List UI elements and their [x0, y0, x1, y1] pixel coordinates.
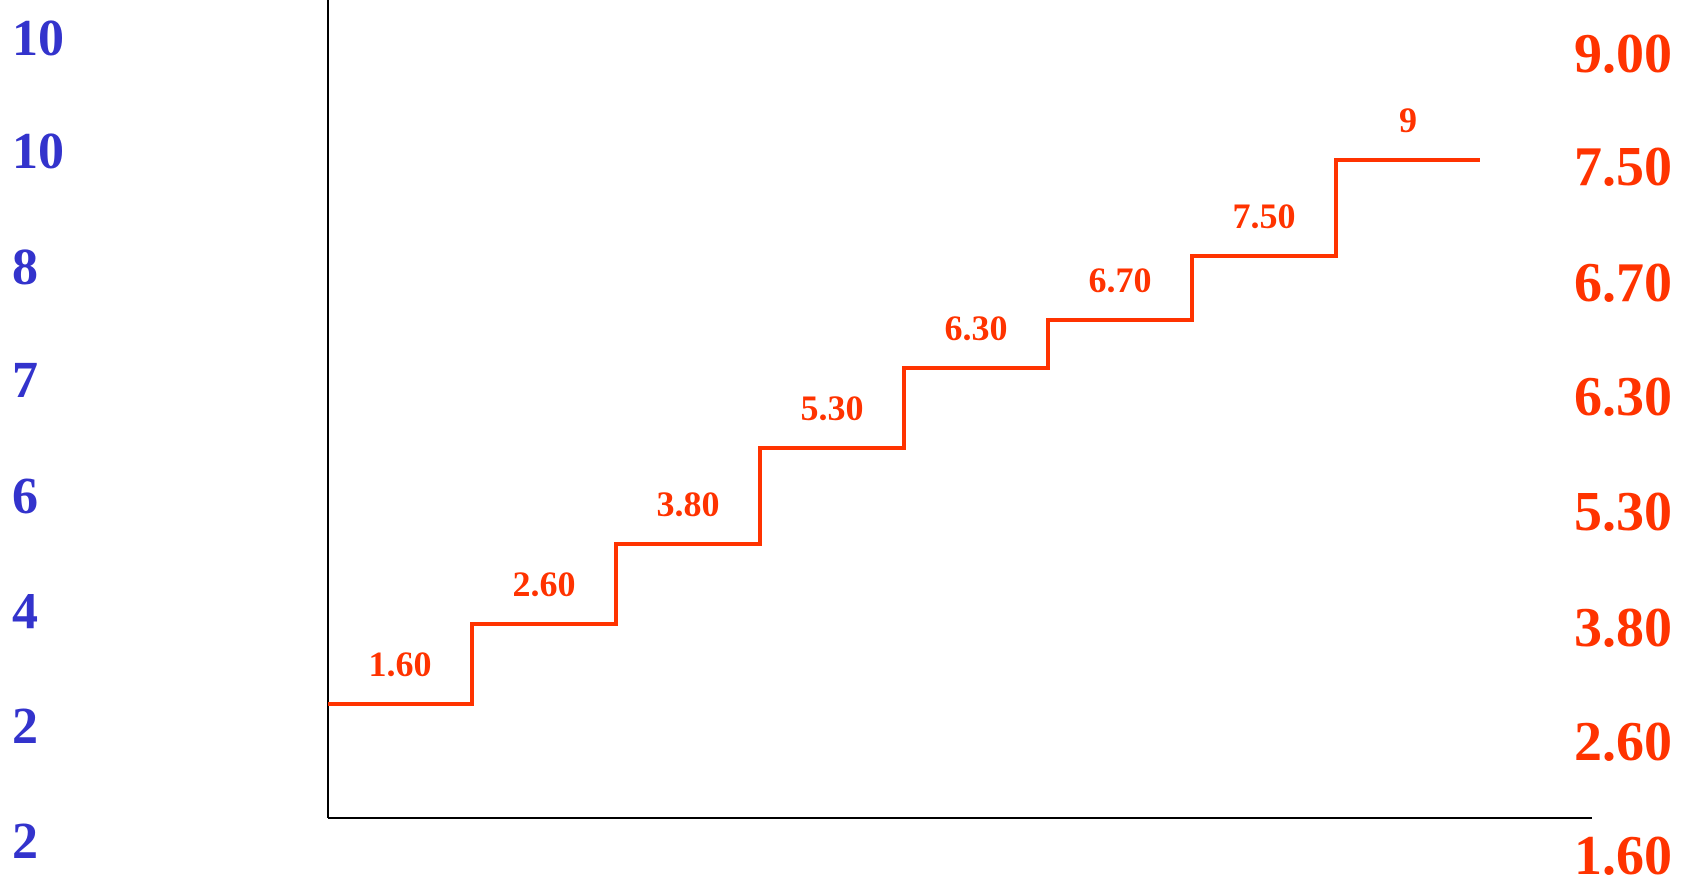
axes	[327, 0, 1592, 819]
left-axis-tick-labels: 10 10 8 7 6 4 2 2	[12, 10, 64, 870]
right-axis-tick-labels: 9.00 7.50 6.70 6.30 5.30 3.80 2.60 1.60	[1574, 23, 1672, 882]
data-label: 2.60	[513, 564, 576, 604]
right-tick-label: 2.60	[1574, 711, 1672, 773]
left-tick-label: 2	[12, 698, 38, 755]
right-tick-label: 3.80	[1574, 597, 1672, 659]
series	[328, 158, 1480, 706]
right-tick-label: 9.00	[1574, 23, 1672, 85]
data-label: 5.30	[801, 388, 864, 428]
right-tick-label: 5.30	[1574, 481, 1672, 543]
data-labels: 1.60 2.60 3.80 5.30 6.30 6.70 7.50 9	[369, 100, 1418, 684]
right-tick-label: 6.70	[1574, 252, 1672, 314]
data-label: 9	[1399, 100, 1417, 140]
left-tick-label: 8	[12, 239, 38, 296]
data-label: 7.50	[1233, 196, 1296, 236]
right-tick-label: 7.50	[1574, 136, 1672, 198]
left-tick-label: 2	[12, 813, 38, 870]
right-tick-label: 6.30	[1574, 366, 1672, 428]
left-tick-label: 10	[12, 123, 64, 180]
data-label: 6.30	[945, 308, 1008, 348]
left-tick-label: 4	[12, 583, 38, 640]
data-label: 6.70	[1089, 260, 1152, 300]
right-tick-label: 1.60	[1574, 825, 1672, 882]
step-line	[328, 158, 1480, 706]
left-tick-label: 6	[12, 468, 38, 525]
data-label: 1.60	[369, 644, 432, 684]
left-tick-label: 7	[12, 352, 38, 409]
left-tick-label: 10	[12, 10, 64, 67]
data-label: 3.80	[657, 484, 720, 524]
